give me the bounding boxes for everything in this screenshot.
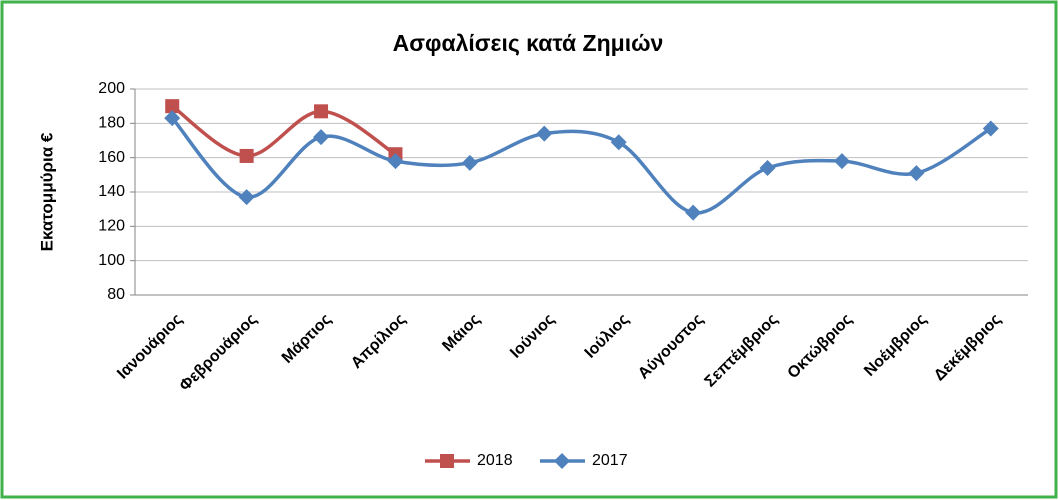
marker	[982, 120, 999, 137]
y-axis-title: Εκατομμύρια €	[37, 132, 56, 251]
legend-label: 2017	[592, 452, 628, 469]
y-tick-label: 120	[98, 218, 125, 235]
y-tick-label: 200	[98, 80, 125, 97]
marker	[164, 110, 181, 127]
marker	[833, 153, 850, 170]
marker	[440, 454, 454, 468]
marker	[313, 129, 330, 146]
marker	[314, 104, 329, 119]
marker	[536, 125, 553, 142]
marker	[387, 153, 404, 170]
y-tick-label: 160	[98, 149, 125, 166]
marker	[461, 154, 478, 171]
marker	[239, 148, 254, 163]
marker	[610, 134, 627, 151]
marker	[554, 453, 570, 469]
y-tick-label: 180	[98, 115, 125, 132]
marker	[238, 189, 255, 206]
legend-label: 2018	[477, 452, 513, 469]
y-tick-label: 80	[107, 286, 125, 303]
series-line	[171, 104, 397, 158]
marker	[165, 99, 180, 114]
y-tick-label: 100	[98, 252, 125, 269]
y-tick-label: 140	[98, 183, 125, 200]
marker	[908, 165, 925, 182]
marker	[759, 159, 776, 176]
chart-title: Ασφαλίσεις κατά Ζημιών	[393, 30, 664, 56]
marker	[685, 204, 702, 221]
